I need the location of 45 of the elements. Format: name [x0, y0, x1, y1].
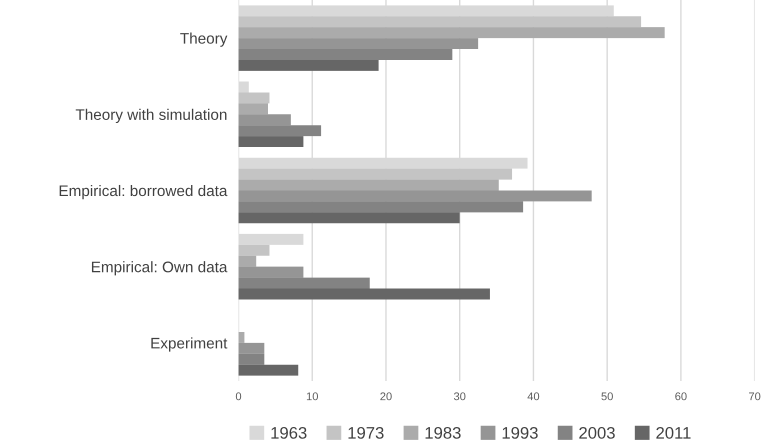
bar	[238, 190, 592, 202]
legend-label: 1993	[502, 426, 538, 439]
bar	[238, 212, 460, 224]
bar	[238, 38, 478, 50]
legend-label: 2003	[579, 426, 615, 439]
bar	[238, 354, 264, 365]
bar	[238, 82, 249, 92]
bar	[238, 342, 264, 354]
x-tick-label: 60	[675, 392, 687, 400]
y-tick-label: Experiment	[151, 337, 228, 352]
legend-label: 1963	[271, 426, 307, 439]
y-tick-label: Empirical: Own data	[92, 261, 228, 276]
x-tick-label: 40	[528, 392, 540, 400]
y-tick-label: Theory with simulation	[76, 108, 226, 123]
bar	[238, 256, 256, 267]
y-tick-label: Theory	[180, 32, 228, 47]
x-tick-label: 20	[380, 392, 392, 400]
bar	[238, 27, 665, 38]
x-tick-label: 0	[236, 392, 242, 400]
bar	[238, 49, 452, 60]
bar	[238, 136, 304, 148]
bar	[238, 278, 370, 289]
bar	[238, 125, 322, 136]
x-tick-label: 50	[601, 392, 613, 400]
bar	[238, 234, 304, 245]
bar	[238, 201, 524, 212]
x-tick-label: 30	[454, 392, 466, 400]
legend-label: 1983	[426, 426, 461, 439]
bar	[238, 244, 270, 256]
bar	[238, 266, 304, 278]
bar	[238, 92, 270, 104]
x-tick-label: 10	[306, 392, 318, 400]
bar	[238, 180, 499, 190]
bar	[238, 364, 298, 376]
bar	[238, 16, 642, 28]
x-tick-label: 70	[749, 392, 760, 400]
bar	[238, 332, 244, 343]
legend-label: 1973	[348, 426, 384, 439]
bar	[238, 168, 512, 180]
legend-label: 2011	[656, 426, 691, 439]
bar	[238, 103, 268, 114]
bar	[238, 288, 490, 300]
bar	[238, 60, 379, 71]
bar	[238, 114, 291, 126]
y-tick-label: Empirical: borrowed data	[60, 184, 228, 200]
